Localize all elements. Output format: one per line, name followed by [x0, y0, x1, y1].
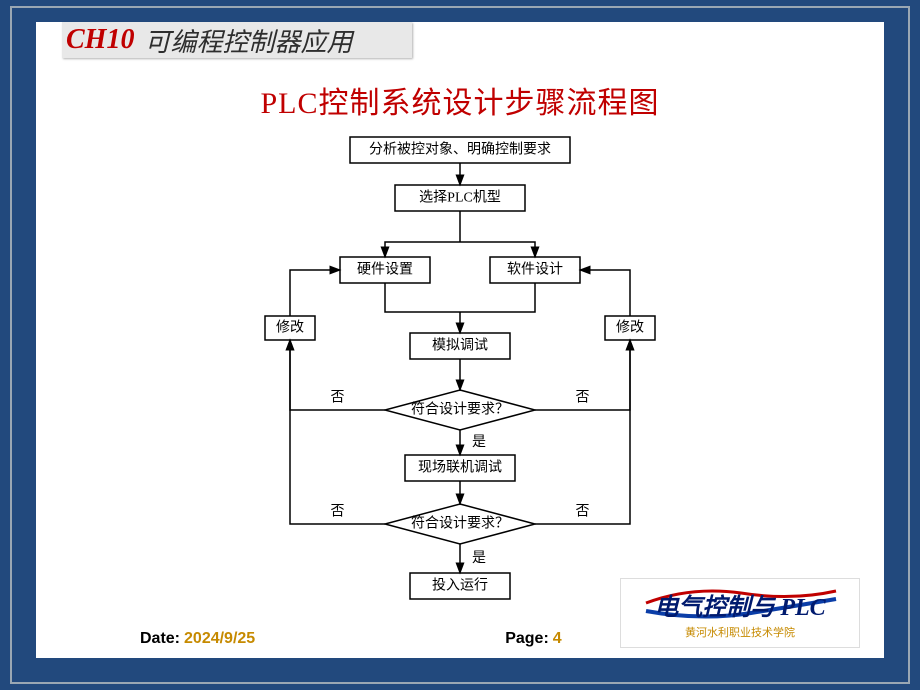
svg-text:符合设计要求？: 符合设计要求？: [411, 516, 509, 532]
svg-text:软件设计: 软件设计: [507, 262, 563, 278]
svg-text:分析被控对象、明确控制要求: 分析被控对象、明确控制要求: [369, 142, 551, 158]
chapter-header: CH10 可编程控制器应用: [62, 22, 412, 58]
date-value: 2024/9/25: [184, 630, 255, 648]
page-title: PLC控制系统设计步骤流程图: [36, 78, 884, 122]
svg-text:符合设计要求？: 符合设计要求？: [411, 402, 509, 418]
svg-text:修改: 修改: [616, 320, 644, 336]
svg-text:是: 是: [472, 551, 486, 566]
svg-text:修改: 修改: [276, 320, 304, 336]
chapter-title: 可编程控制器应用: [144, 22, 352, 59]
svg-text:是: 是: [472, 435, 486, 450]
school-logo: 电气控制与 PLC 黄河水利职业技术学院: [620, 578, 860, 648]
svg-text:选择PLC机型: 选择PLC机型: [419, 190, 501, 206]
svg-text:否: 否: [331, 391, 345, 406]
svg-text:否: 否: [576, 505, 590, 520]
svg-text:现场联机调试: 现场联机调试: [418, 460, 502, 476]
svg-text:否: 否: [576, 391, 590, 406]
slide-frame: CH10 可编程控制器应用 PLC控制系统设计步骤流程图 分析被控对象、明确控制…: [10, 6, 910, 684]
logo-sub-text: 黄河水利职业技术学院: [685, 624, 795, 640]
logo-main-text: 电气控制与 PLC: [654, 587, 825, 622]
svg-text:硬件设置: 硬件设置: [357, 262, 413, 278]
svg-text:投入运行: 投入运行: [432, 578, 488, 594]
page-value: 4: [553, 630, 562, 648]
svg-text:否: 否: [331, 505, 345, 520]
page-label: Page:: [505, 630, 549, 648]
slide-content: CH10 可编程控制器应用 PLC控制系统设计步骤流程图 分析被控对象、明确控制…: [36, 22, 884, 658]
date-label: Date:: [140, 630, 180, 648]
chapter-number: CH10: [66, 24, 134, 56]
svg-text:模拟调试: 模拟调试: [432, 338, 488, 354]
flowchart: 分析被控对象、明确控制要求选择PLC机型硬件设置 软件设计模拟调试符合设计要求？ 现…: [260, 132, 660, 622]
